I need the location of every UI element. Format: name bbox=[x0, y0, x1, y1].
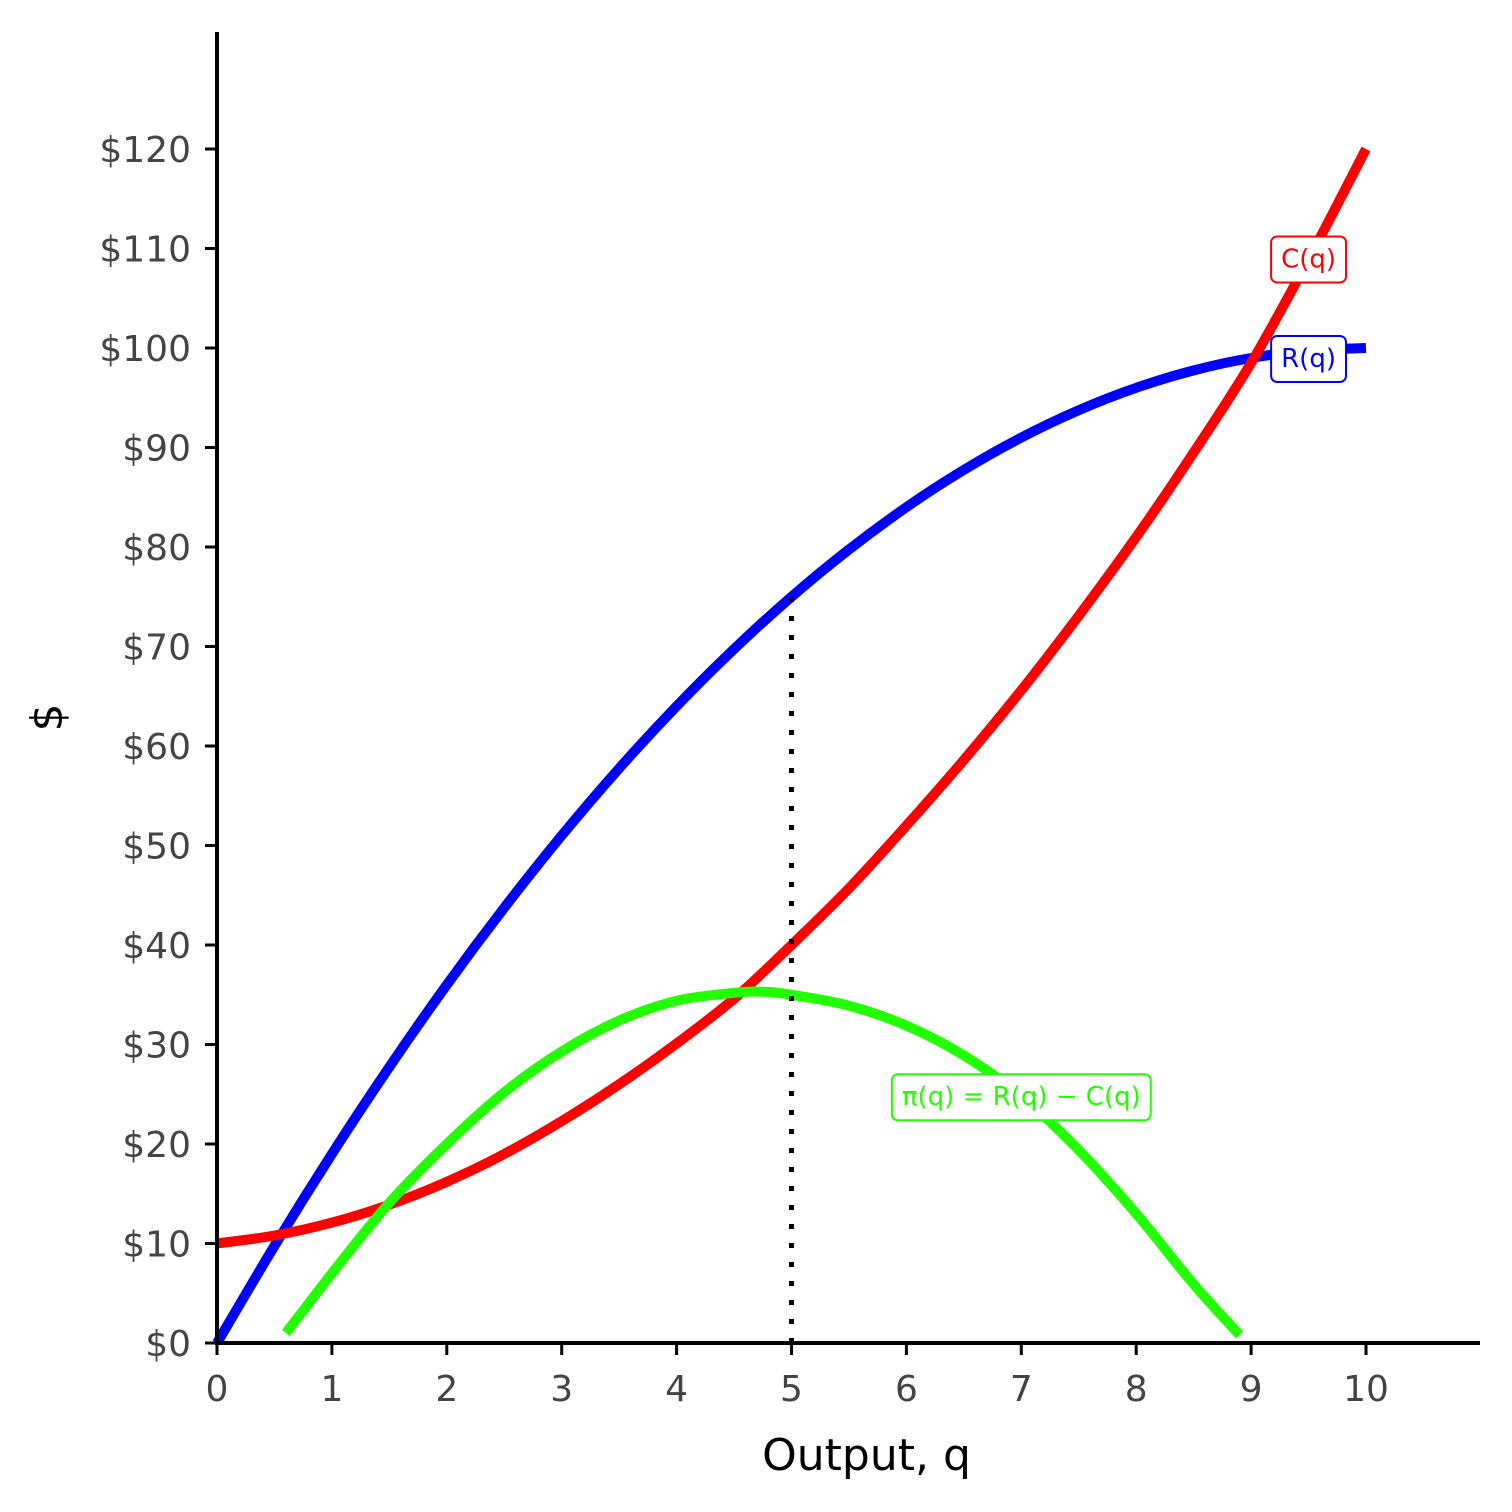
y-tick-label: $100 bbox=[99, 329, 191, 370]
y-tick-label: $10 bbox=[122, 1225, 191, 1266]
y-tick-label: $110 bbox=[99, 230, 191, 271]
x-tick-label: 9 bbox=[1240, 1369, 1263, 1410]
label-text: C(q) bbox=[1281, 244, 1336, 274]
label-box bbox=[890, 1073, 1152, 1122]
x-tick-label: 7 bbox=[1010, 1369, 1033, 1410]
label-box bbox=[1270, 334, 1347, 383]
x-tick-label: 5 bbox=[780, 1369, 803, 1410]
curves-layer bbox=[212, 146, 1371, 1346]
profit-curve bbox=[281, 986, 1244, 1339]
y-tick-label: $60 bbox=[122, 727, 191, 768]
y-tick-label: $50 bbox=[122, 827, 191, 868]
y-tick-label: $0 bbox=[145, 1324, 191, 1365]
x-tick-label: 8 bbox=[1125, 1369, 1148, 1410]
x-tick-label: 10 bbox=[1343, 1369, 1389, 1410]
y-tick-label: $70 bbox=[122, 628, 191, 669]
x-tick-label: 3 bbox=[550, 1369, 573, 1410]
y-tick-label: $120 bbox=[99, 130, 191, 171]
label-box bbox=[1270, 235, 1348, 284]
y-tick-label: $20 bbox=[122, 1125, 191, 1166]
x-tick-label: 4 bbox=[665, 1369, 688, 1410]
x-tick-label: 2 bbox=[435, 1369, 458, 1410]
x-axis-title: Output, q bbox=[762, 1430, 971, 1481]
x-tick-label: 1 bbox=[320, 1369, 343, 1410]
cost-label: C(q) bbox=[1270, 235, 1348, 284]
curve-labels-layer: R(q) C(q) π(q) = R(q) − C(q) bbox=[890, 235, 1348, 1122]
y-tick-label: $90 bbox=[122, 429, 191, 470]
y-tick-label: $80 bbox=[122, 528, 191, 569]
x-tick-label: 0 bbox=[206, 1369, 229, 1410]
axes-layer bbox=[215, 32, 1480, 1345]
ticks-layer: 0 1 2 3 4 5 6 7 8 9 10 $0 $10 $20 $30 $40 $50 $60 $70 $80 $9… bbox=[99, 130, 1389, 1410]
revenue-curve bbox=[212, 343, 1367, 1346]
label-text: π(q) = R(q) − C(q) bbox=[902, 1082, 1141, 1112]
revenue-label: R(q) bbox=[1270, 334, 1347, 383]
label-text: R(q) bbox=[1281, 344, 1336, 374]
cost-curve bbox=[216, 146, 1371, 1249]
x-tick-label: 6 bbox=[895, 1369, 918, 1410]
y-axis-title: $ bbox=[22, 704, 73, 732]
y-tick-label: $40 bbox=[122, 926, 191, 967]
profit-label: π(q) = R(q) − C(q) bbox=[890, 1073, 1152, 1122]
y-tick-label: $30 bbox=[122, 1026, 191, 1067]
